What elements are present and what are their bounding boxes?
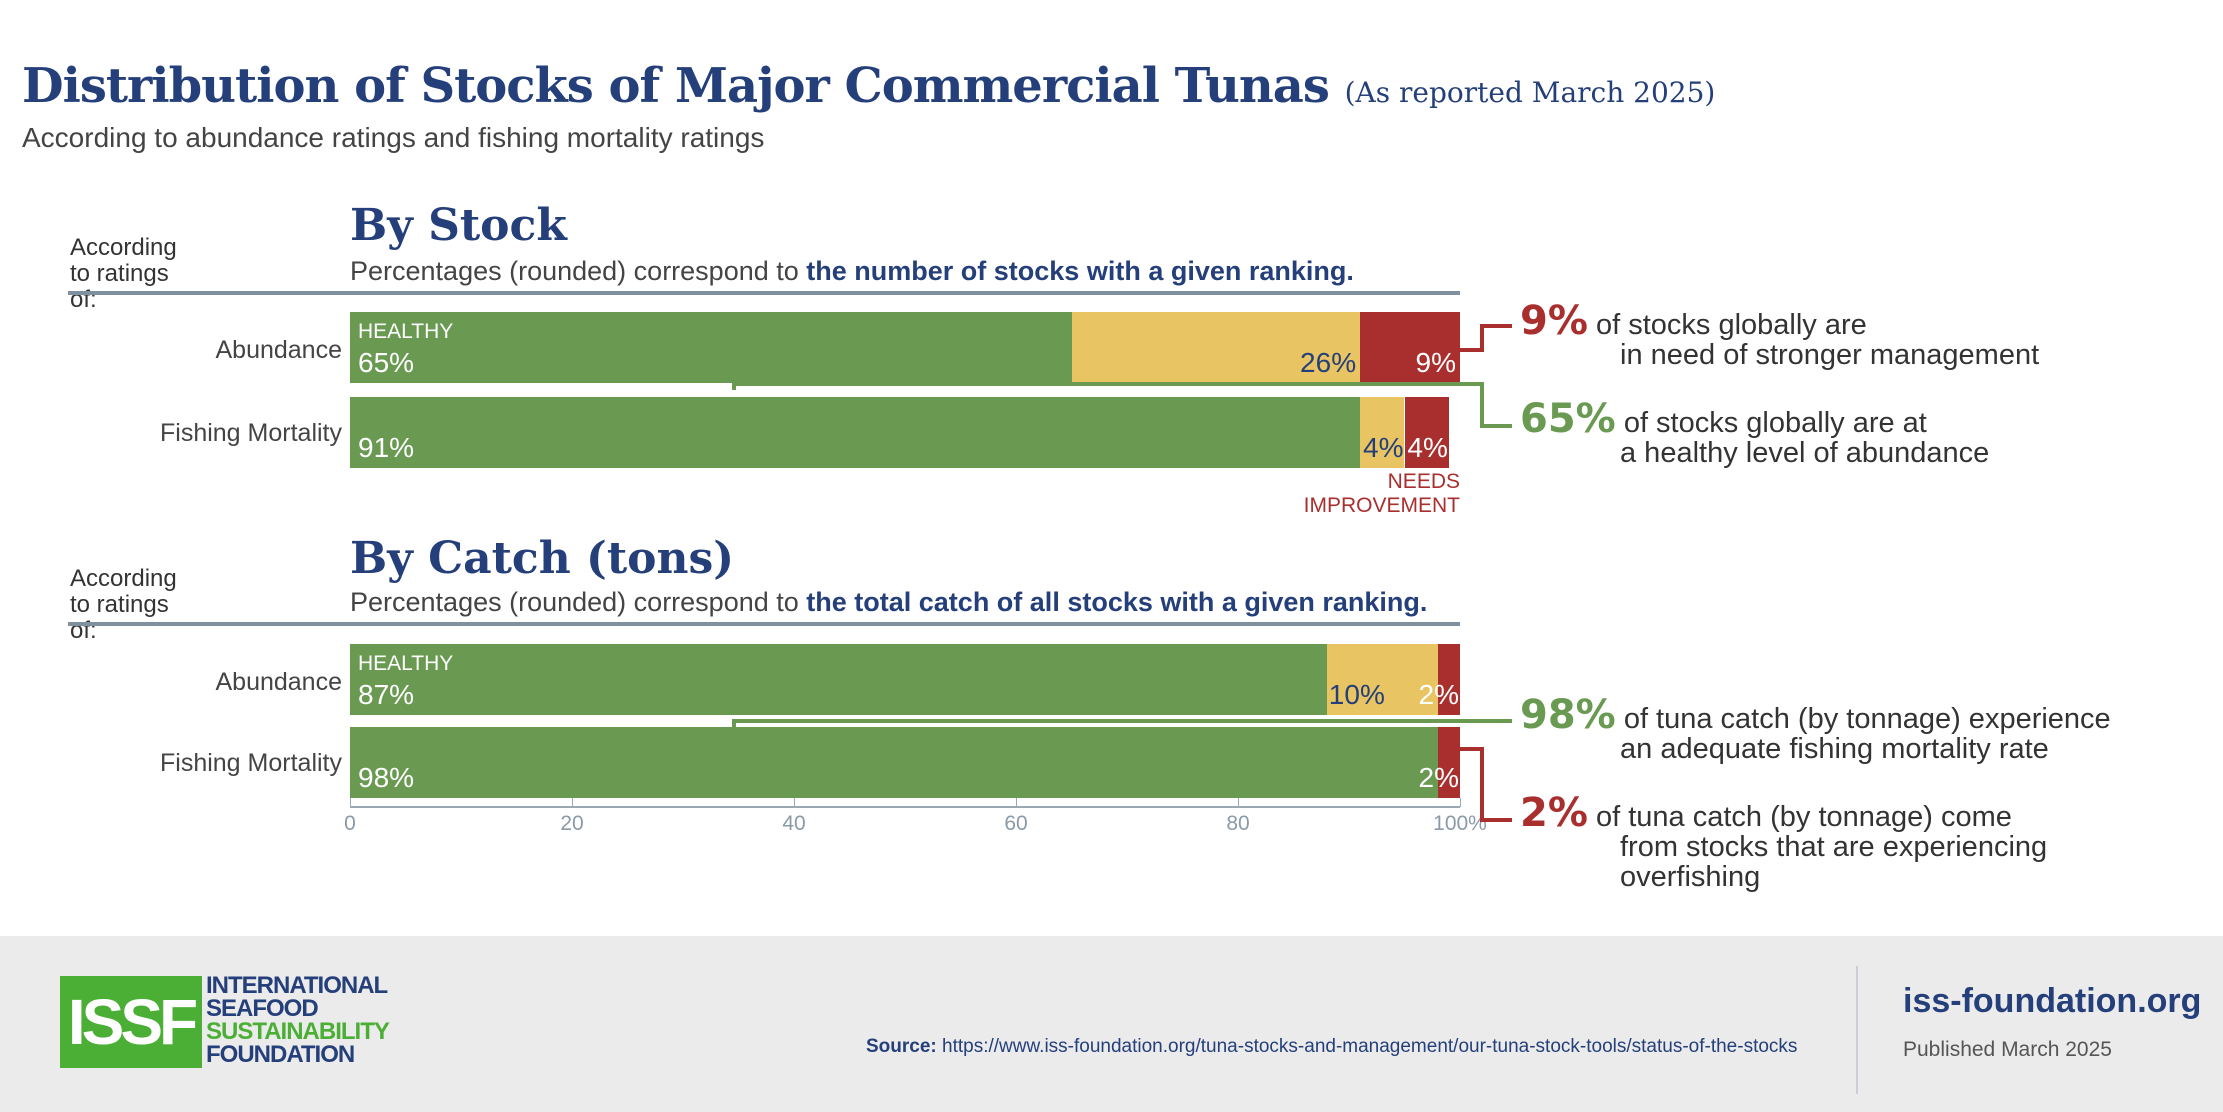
callout-9pct: 9% of stocks globally are in need of stro… [1520,298,2040,371]
connector-lines [732,324,1512,822]
connector-98pct [732,719,1512,727]
x-tick-label: 80 [1226,812,1250,835]
x-tick-mark [1460,798,1461,807]
bar-segment-needs-improvement: 9% [1360,312,1460,383]
x-tick-mark [1238,798,1239,807]
bar-segment-healthy: 65% HEALTHY [350,312,1072,383]
data-label: 26% [1300,347,1357,378]
row-label: Fishing Mortality [160,419,342,447]
source: Source: https://www.iss-foundation.org/t… [866,1036,1797,1058]
data-label: 87% [358,679,415,710]
data-label: 4% [1363,432,1404,463]
x-tick-mark [572,798,573,807]
bar-segment-intermediate: 26% [1071,312,1361,383]
data-label: 65% [358,347,415,378]
source-label: Source: [866,1036,937,1057]
footer: ISSF INTERNATIONAL SEAFOOD SUSTAINABILITY F… [0,936,2223,1112]
healthy-label: HEALTHY [358,320,454,343]
section-title: By Stock [350,200,567,251]
website-link[interactable]: iss-foundation.org [1903,982,2202,1020]
section-note-bold: the number of stocks with a given rankin… [806,256,1354,286]
ratings-label: According to ratings of: [70,234,177,313]
callout-98pct: 98% of tuna catch (by tonnage) experienc… [1520,692,2111,765]
ratings-label: According to ratings of: [70,565,177,644]
chart-subtitle: According to abundance ratings and fishi… [22,122,765,153]
connector-9pct [1460,324,1512,352]
data-label: 10% [1328,679,1385,710]
connector-2pct [1460,747,1512,822]
bar-segment-needs-improvement: 2% [1419,727,1460,798]
section-note-bold: the total catch of all stocks with a giv… [806,587,1428,617]
connector-65pct [732,382,1512,428]
bar-segment-needs-improvement: 2% [1419,644,1460,715]
title-note: (As reported March 2025) [1344,76,1716,109]
section-note-plain: Percentages (rounded) correspond to [350,256,807,286]
section-rule [68,622,1460,626]
section-note: Percentages (rounded) correspond to the … [350,587,1427,618]
bar-segment-intermediate: 4% [1360,397,1405,468]
data-label: 2% [1418,762,1459,793]
stacked-bar: 98% 2% [350,727,1460,798]
bar-segment-needs-improvement: 4% [1404,397,1449,468]
row-label: Abundance [215,668,342,696]
x-tick-mark [350,798,351,807]
row-label: Abundance [215,336,342,364]
data-label: 91% [358,432,415,463]
bar-segment-intermediate: 10% [1326,644,1438,715]
divider [1856,966,1858,1094]
data-label: 4% [1407,432,1448,463]
x-tick-label: 60 [1004,812,1028,835]
x-tick-label: 0 [344,812,356,835]
data-label: 98% [358,762,415,793]
callout-65pct: 65% of stocks globally are at a healthy l… [1520,396,1990,469]
x-axis-line [350,806,1460,808]
section-note-plain: Percentages (rounded) correspond to [350,587,807,617]
section-title: By Catch (tons) [350,533,735,584]
data-label: 9% [1415,347,1456,378]
source-link[interactable]: https://www.iss-foundation.org/tuna-stoc… [942,1036,1798,1057]
issf-logo-text: INTERNATIONAL SEAFOOD SUSTAINABILITY FOUNDA… [206,972,390,1068]
bar-segment-healthy: 91% [350,397,1361,468]
stacked-bar: 65% HEALTHY 26% 9% [350,312,1460,383]
x-tick-mark [1016,798,1017,807]
callout-2pct: 2% of tuna catch (by tonnage) come from s… [1520,790,2048,893]
chart-title: Distribution of Stocks of Major Commerci… [22,58,1716,114]
data-label: 2% [1418,679,1459,710]
issf-logo: ISSF [60,976,202,1068]
section-rule [68,291,1460,295]
bar-segment-healthy: 98% [350,727,1438,798]
healthy-label: HEALTHY [358,652,454,675]
x-tick-label: 20 [560,812,584,835]
x-tick-label: 40 [782,812,806,835]
needs-improvement-label: NEEDS IMPROVEMENT [1303,470,1460,517]
x-tick-label: 100% [1433,812,1487,835]
published-date: Published March 2025 [1903,1038,2112,1061]
x-tick-mark [794,798,795,807]
bar-segment-healthy: 87% HEALTHY [350,644,1327,715]
stacked-bar: 87% HEALTHY 10% 2% [350,644,1460,715]
row-label: Fishing Mortality [160,749,342,777]
section-note: Percentages (rounded) correspond to the … [350,256,1354,287]
stacked-bar: 91% 4% 4% [350,397,1460,468]
